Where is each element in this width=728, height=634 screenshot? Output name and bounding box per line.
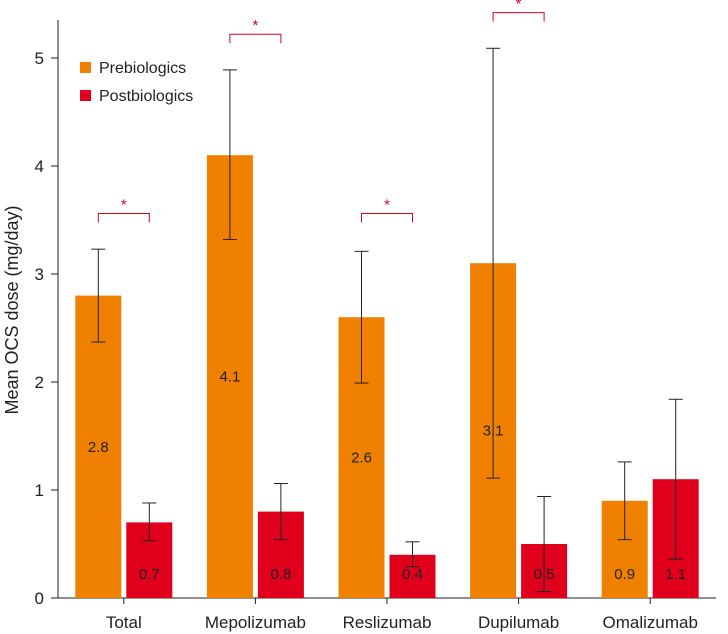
x-tick-label: Omalizumab bbox=[602, 613, 697, 632]
x-tick-label: Reslizumab bbox=[343, 613, 432, 632]
significance-bracket bbox=[97, 213, 150, 223]
x-tick-label: Dupilumab bbox=[478, 613, 559, 632]
y-tick-label: 4 bbox=[35, 157, 44, 176]
bar-value-label: 1.1 bbox=[665, 566, 686, 583]
significance-marker: * bbox=[516, 0, 522, 13]
y-tick-label: 5 bbox=[35, 49, 44, 68]
legend-label-prebiologics: Prebiologics bbox=[99, 60, 186, 77]
bar-value-label: 0.7 bbox=[139, 566, 160, 583]
bar-prebiologics-total bbox=[75, 295, 122, 598]
legend: Prebiologics Postbiologics bbox=[80, 60, 193, 105]
bar-value-label: 0.5 bbox=[534, 566, 555, 583]
bar-value-label: 2.8 bbox=[88, 439, 109, 456]
significance-bracket bbox=[361, 213, 413, 223]
bar-value-label: 4.1 bbox=[219, 369, 240, 386]
x-tick-label: Total bbox=[106, 613, 142, 632]
bar-value-label: 2.6 bbox=[351, 450, 372, 467]
significance-bracket bbox=[492, 12, 545, 22]
x-tick-label: Mepolizumab bbox=[205, 613, 306, 632]
y-axis-title: Mean OCS dose (mg/day) bbox=[2, 205, 22, 414]
y-tick-label: 0 bbox=[35, 589, 44, 608]
significance-marker: * bbox=[384, 197, 390, 214]
legend-label-postbiologics: Postbiologics bbox=[99, 88, 193, 105]
bar-value-label: 0.8 bbox=[270, 566, 291, 583]
significance-marker: * bbox=[252, 17, 258, 34]
bar-value-label: 0.4 bbox=[402, 566, 423, 583]
bar-value-label: 0.9 bbox=[614, 566, 635, 583]
y-tick-label: 1 bbox=[35, 481, 44, 500]
y-tick-label: 2 bbox=[35, 373, 44, 392]
bar-value-label: 3.1 bbox=[483, 423, 504, 440]
y-tick-label: 3 bbox=[35, 265, 44, 284]
legend-swatch-postbiologics bbox=[80, 90, 91, 101]
significance-bracket bbox=[229, 33, 282, 44]
legend-swatch-prebiologics bbox=[80, 62, 91, 73]
significance-marker: * bbox=[121, 197, 127, 214]
